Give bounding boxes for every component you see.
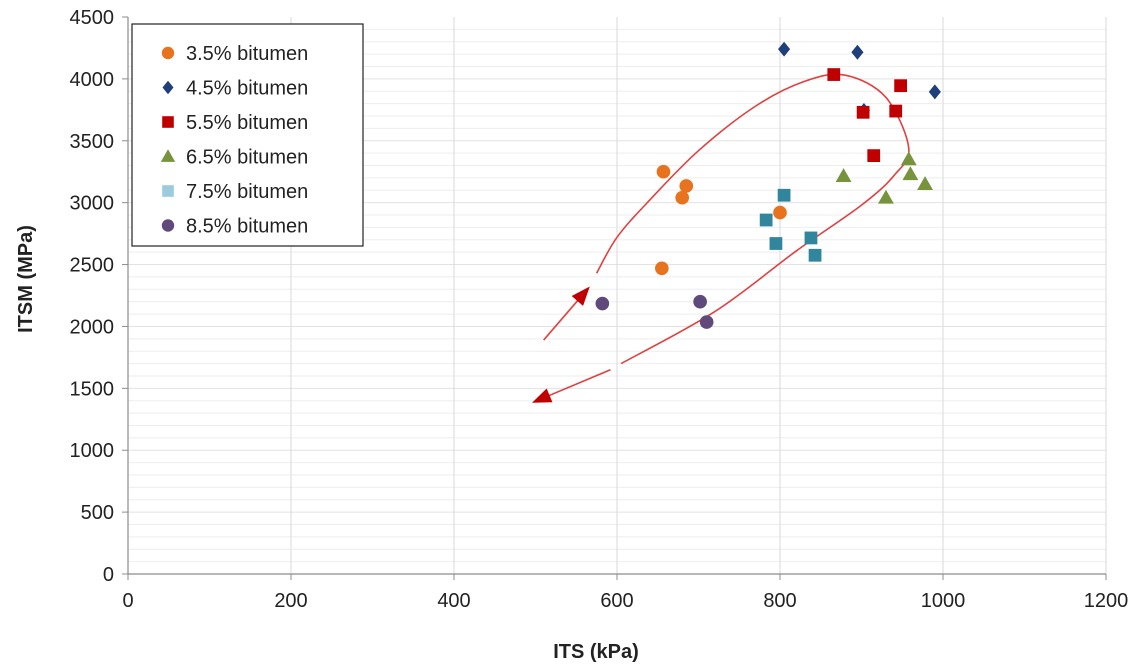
data-point: [804, 231, 818, 245]
data-point: [867, 149, 881, 163]
y-tick-label: 3000: [70, 193, 115, 215]
legend: 3.5% bitumen 4.5% bitumen 5.5% bitumen 6.5%…: [131, 23, 364, 247]
legend-label: 7.5% bitumen: [186, 181, 308, 203]
axes: 0 500 1000 1500 2000 2500 3000 3500 4000 4500 0 200…: [70, 7, 1129, 612]
x-tick-label: 800: [763, 590, 796, 612]
y-tick-label: 4000: [70, 69, 115, 91]
loop-annotation: [532, 73, 910, 403]
legend-marker: [162, 185, 174, 197]
data-point: [773, 205, 787, 220]
series-5: [759, 188, 822, 262]
y-tick-label: 2500: [70, 255, 115, 277]
y-tick-label: 1000: [70, 440, 115, 462]
data-point: [808, 248, 822, 262]
legend-marker: [160, 149, 176, 162]
data-point: [917, 176, 933, 191]
legend-label: 8.5% bitumen: [186, 216, 308, 238]
data-point: [769, 237, 783, 250]
series-3: [827, 68, 907, 163]
data-point: [835, 168, 852, 182]
x-tick-label: 600: [600, 590, 633, 612]
x-tick-label: 1000: [921, 590, 966, 612]
upper-arrow-head: [571, 286, 590, 306]
legend-marker: [162, 116, 174, 128]
legend-entry: 7.5% bitumen: [162, 181, 308, 203]
legend-entry: 4.5% bitumen: [162, 78, 308, 100]
y-axis-title: ITSM (MPa): [15, 225, 37, 333]
data-point: [851, 44, 864, 60]
series-6: [595, 294, 714, 329]
data-point: [675, 190, 690, 205]
legend-entry: 5.5% bitumen: [162, 112, 308, 134]
data-point: [699, 315, 714, 329]
data-point: [902, 166, 919, 181]
y-tick-label: 500: [81, 502, 114, 524]
lower-arrow-head: [532, 388, 553, 403]
x-tick-label: 1200: [1084, 590, 1129, 612]
legend-label: 6.5% bitumen: [186, 147, 308, 169]
x-tick-label: 400: [437, 590, 470, 612]
x-tick-label: 200: [274, 590, 307, 612]
gridlines: [128, 17, 1107, 574]
legend-label: 4.5% bitumen: [186, 78, 308, 100]
y-tick-label: 0: [103, 564, 114, 586]
data-point: [693, 294, 707, 309]
y-tick-label: 4500: [70, 7, 115, 29]
y-tick-label: 1500: [70, 378, 115, 400]
data-point: [900, 151, 917, 166]
legend-box: [131, 23, 364, 247]
y-tick-label: 2000: [70, 316, 115, 338]
legend-marker: [161, 46, 175, 60]
data-point: [827, 68, 841, 81]
data-point: [894, 79, 907, 93]
data-point: [595, 296, 610, 311]
data-point: [778, 41, 791, 57]
legend-label: 5.5% bitumen: [186, 112, 308, 134]
legend-entry: 6.5% bitumen: [160, 147, 308, 169]
legend-marker: [161, 219, 175, 232]
legend-marker: [162, 80, 174, 95]
data-point: [656, 164, 671, 179]
data-point: [777, 188, 791, 202]
legend-entry: 8.5% bitumen: [161, 216, 308, 238]
data-point: [759, 213, 773, 227]
data-point: [928, 84, 941, 100]
x-axis-title: ITS (kPa): [553, 641, 639, 663]
data-point: [878, 189, 894, 204]
y-tick-label: 3500: [70, 131, 115, 153]
data-point: [679, 179, 694, 193]
data-point: [655, 261, 669, 276]
legend-label: 3.5% bitumen: [186, 43, 308, 65]
data-point: [889, 104, 903, 118]
data-points: [595, 41, 941, 329]
loop-curve: [595, 73, 910, 365]
data-point: [856, 105, 870, 119]
series-1: [655, 164, 787, 276]
legend-entry: 3.5% bitumen: [161, 43, 308, 65]
series-4: [835, 151, 933, 204]
x-tick-label: 0: [122, 590, 133, 612]
